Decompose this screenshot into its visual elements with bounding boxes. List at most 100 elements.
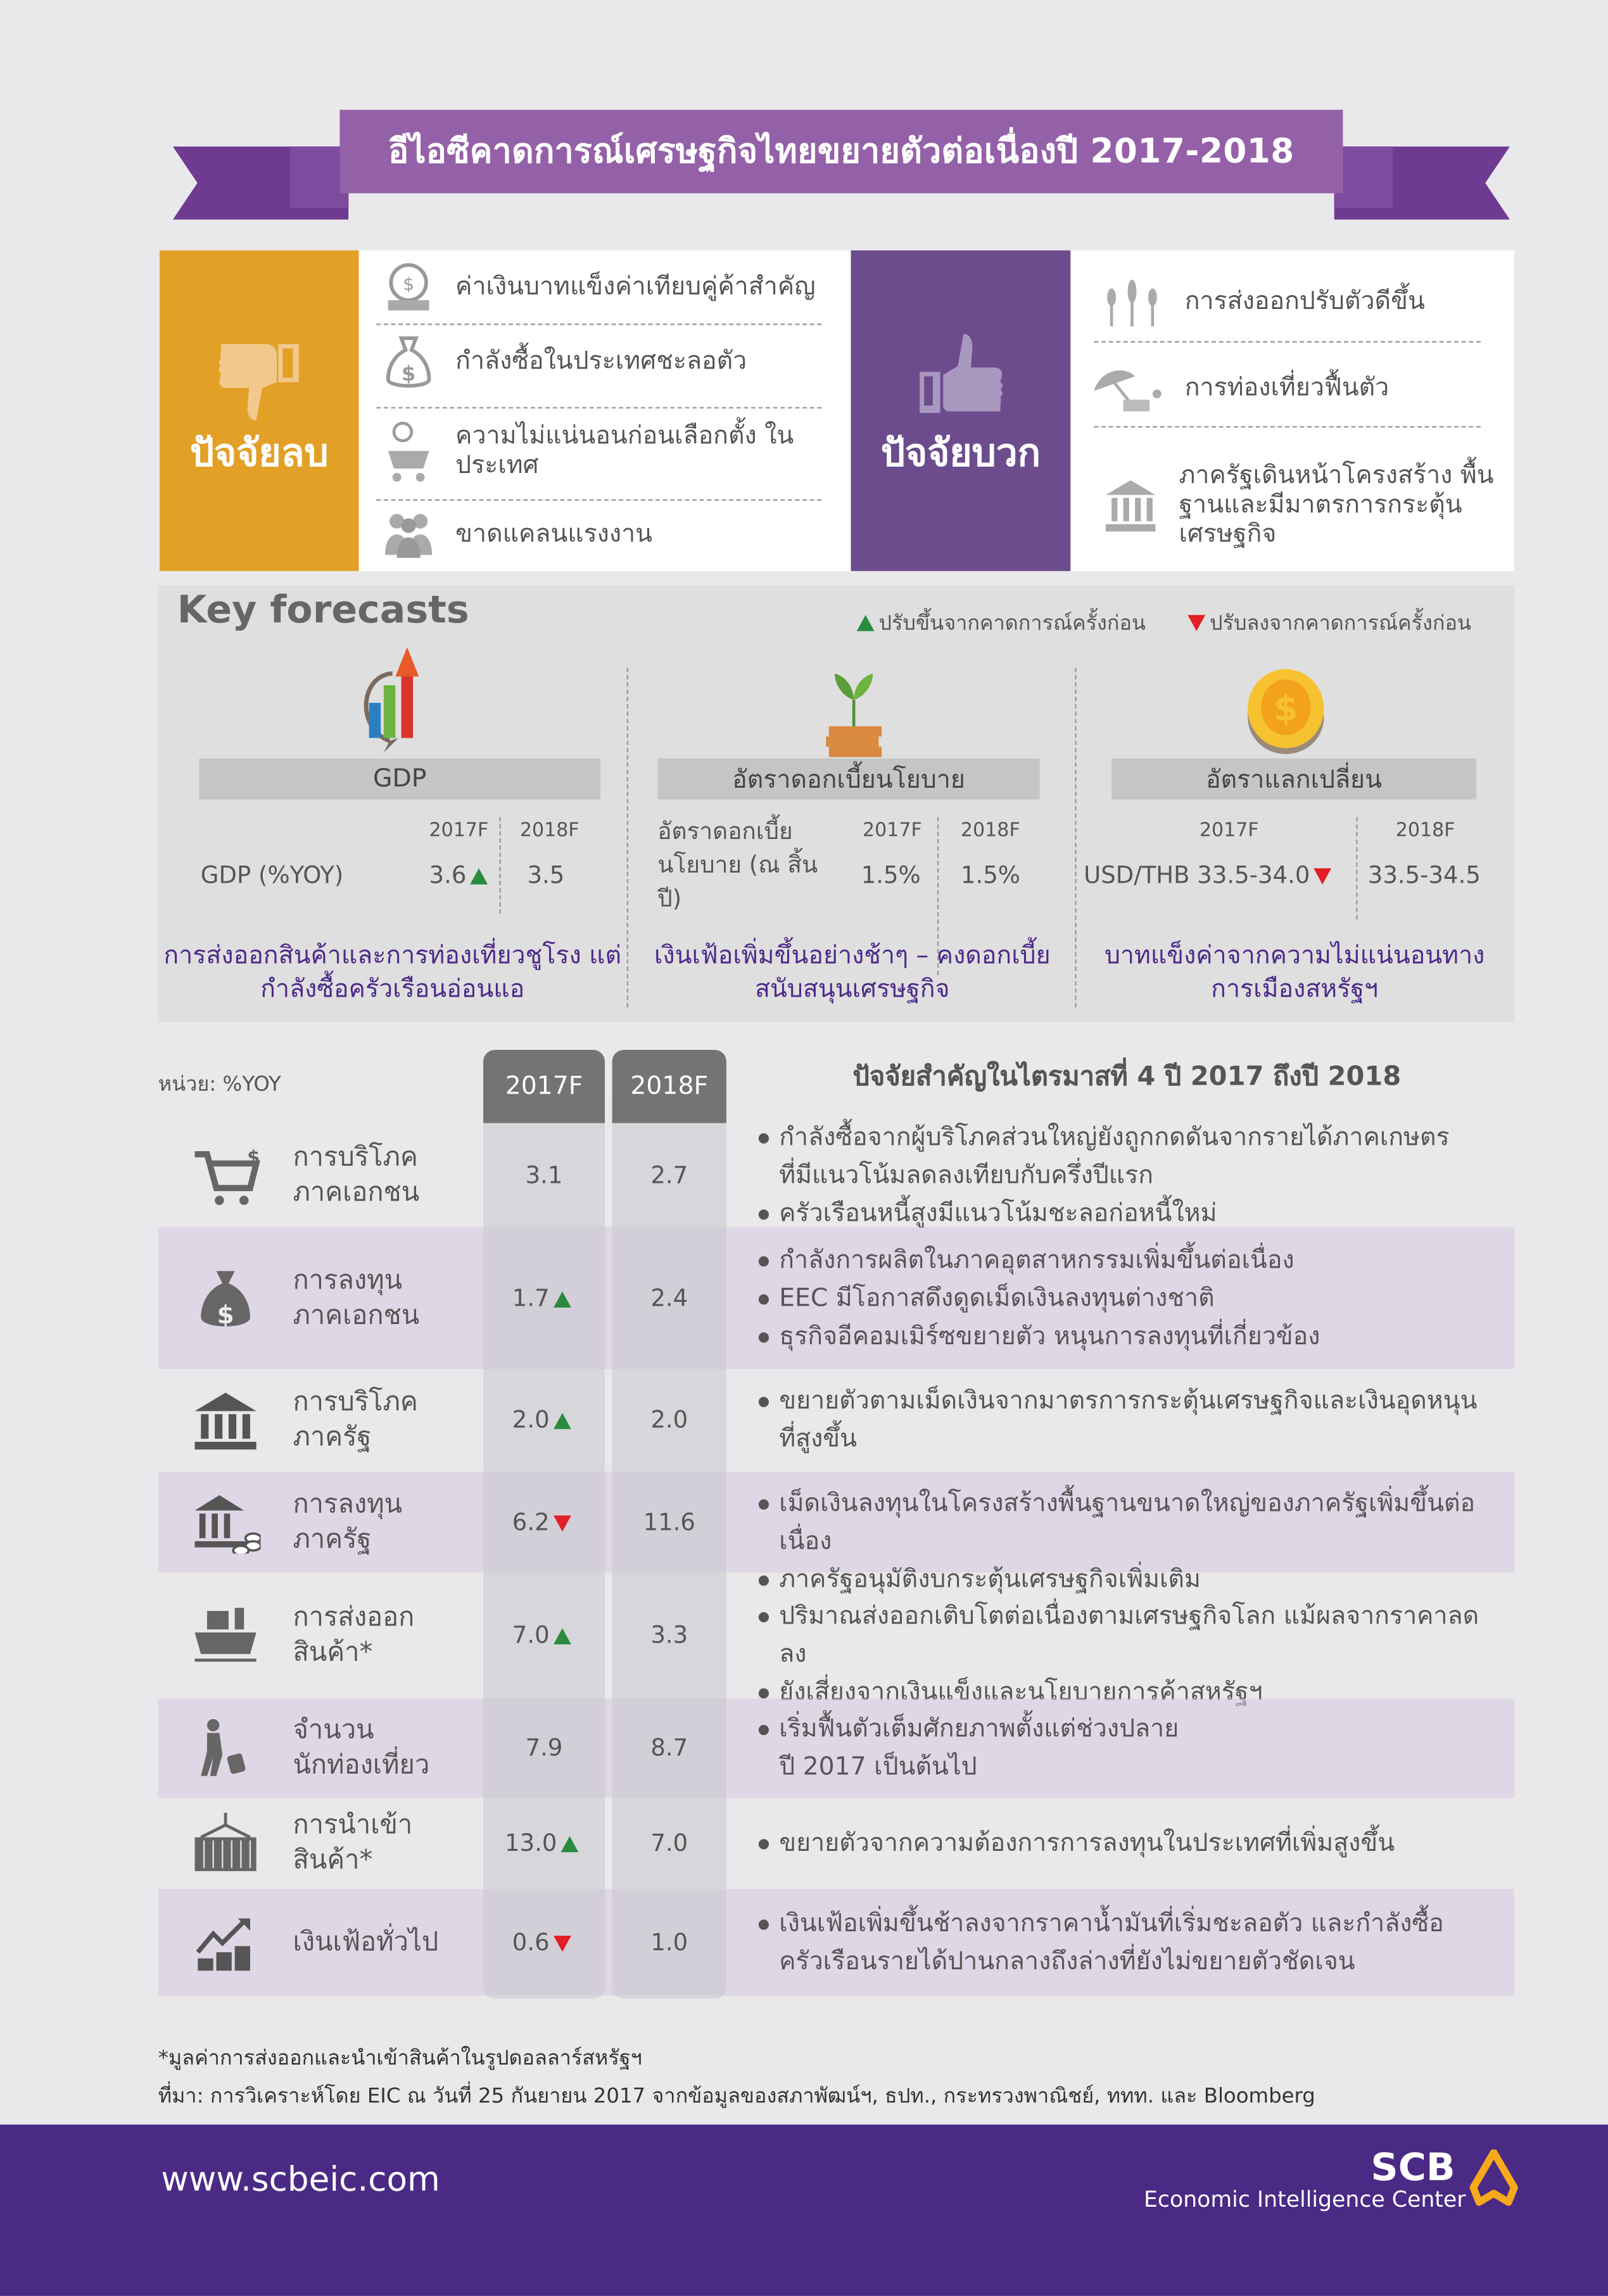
bullet-text: กำลังซื้อจากผู้บริโภคส่วนใหญ่ยังถูกกดดัน…	[756, 1118, 1505, 1156]
svg-text:$: $	[1274, 688, 1298, 729]
value-2018: 11.6	[643, 1507, 695, 1536]
bullet-text: เม็ดเงินลงทุนในโครงสร้างพื้นฐานขนาดใหญ่ข…	[756, 1484, 1505, 1560]
money-bag-icon: $	[386, 336, 431, 388]
negative-factor-text: ความไม่แน่นอนก่อนเลือกตั้ง ในประเทศ	[455, 421, 794, 481]
value-2017: 7.0	[483, 1621, 605, 1649]
bullet-text: ขยายตัวตามเม็ดเงินจากมาตรการกระตุ้นเศรษฐ…	[756, 1382, 1505, 1420]
column-2018-bg	[612, 1083, 726, 1999]
divider	[1094, 341, 1481, 343]
exchange-rate-2017: USD/THB 33.5-34.0	[1084, 861, 1336, 889]
row-label-line: ภาคเอกชน	[293, 1299, 420, 1330]
value-2018: 2.7	[650, 1160, 688, 1189]
website-link[interactable]: www.scbeic.com	[161, 2161, 440, 2200]
value-2017: 7.9	[483, 1734, 605, 1762]
bullet-text: ครัวเรือนหนี้สูงมีแนวโน้มชะลอก่อหนี้ใหม่	[756, 1194, 1505, 1232]
negative-factor-item: ขาดแคลนแรงงาน	[383, 508, 652, 560]
value-2018: 7.0	[650, 1829, 688, 1857]
value-2017: 13.0	[483, 1829, 605, 1857]
value-2017-number: 0.6	[512, 1927, 550, 1956]
row-label-line: สินค้า*	[293, 1637, 373, 1668]
exchange-rate-header: อัตราแลกเปลี่ยน	[1111, 758, 1476, 800]
positive-factor-text: ภาครัฐเดินหน้าโครงสร้าง พื้นฐานและมีมาตร…	[1179, 461, 1494, 550]
currency-globe-icon: $	[388, 263, 429, 311]
divider	[376, 324, 822, 325]
down-triangle-icon	[554, 1934, 572, 1952]
negative-factor-list: $ ค่าเงินบาทแข็งค่าเทียบคู่ค้าสำคัญ $ กำ…	[358, 250, 851, 571]
negative-factor-text: ขาดแคลนแรงงาน	[455, 519, 653, 550]
row-label-line: การส่งออก	[293, 1601, 415, 1633]
row-label-line: การบริโภค	[293, 1386, 418, 1418]
exchange-rate-label: USD/THB	[1084, 861, 1190, 889]
government-building-icon	[191, 1389, 261, 1456]
row-bullets: กำลังการผลิตในภาคอุตสาหกรรมเพิ่มขึ้นต่อเ…	[756, 1241, 1505, 1355]
negative-factor-label: ปัจจัยลบ	[189, 432, 329, 476]
row-bullets: ขยายตัวจากความต้องการการลงทุนในประเทศที่…	[756, 1824, 1505, 1862]
traveler-icon	[191, 1717, 261, 1784]
cart-coins-icon	[388, 421, 429, 482]
money-bag-icon: $	[191, 1267, 261, 1334]
up-triangle-icon	[561, 1836, 579, 1853]
cargo-ship-icon	[191, 1605, 261, 1672]
bullet-text: ธุรกิจอีคอมเมิร์ซขยายตัว หนุนการลงทุนที่…	[756, 1317, 1505, 1355]
fx-year-2017: 2017F	[1199, 819, 1259, 842]
footnote: *มูลค่าการส่งออกและนำเข้าสินค้าในรูปดอลล…	[158, 2047, 642, 2071]
row-label-line: การบริโภค	[293, 1141, 418, 1173]
brand-name: SCB	[1371, 2146, 1455, 2191]
bullet-text: ปี 2017 เป็นต้นไป	[779, 1752, 977, 1782]
up-triangle-icon	[554, 1413, 572, 1429]
value-2017-number: 3.1	[525, 1160, 563, 1189]
plant-coins-icon	[826, 673, 882, 757]
table-row: $ การลงทุน ภาคเอกชน กำลังการผลิตในภาคอุตสาห…	[158, 1227, 1515, 1370]
bullet-text: ครัวเรือนรายได้ปานกลางถึงล่างที่ยังไม่ขย…	[779, 1946, 1355, 1976]
row-label-line: จำนวน	[293, 1714, 374, 1746]
gold-coin-icon: $	[1248, 669, 1324, 754]
policy-rate-label: อัตราดอกเบี้ย นโยบาย (ณ สิ้นปี)	[657, 817, 818, 912]
divider	[1075, 667, 1077, 1007]
down-triangle-icon	[1187, 615, 1206, 631]
svg-text:$: $	[402, 362, 416, 386]
bullet-text: ที่มีแนวโน้มลดลงเทียบกับครึ่งปีแรก	[779, 1160, 1154, 1190]
column-2017-bg	[483, 1083, 605, 1999]
exchange-rate-2017-value: 33.5-34.0	[1197, 861, 1310, 889]
bullet-text: เงินเฟ้อเพิ่มขึ้นช้าลงจากราคาน้ำมันที่เร…	[756, 1904, 1505, 1942]
legend-up-text: ปรับขึ้นจากคาดการณ์ครั้งก่อน	[878, 612, 1146, 636]
negative-factor-item: ความไม่แน่นอนก่อนเลือกตั้ง ในประเทศ	[383, 417, 822, 484]
row-label-line: นักท่องเที่ยว	[293, 1750, 430, 1781]
thumbs-down-icon	[218, 344, 299, 420]
positive-factor-label: ปัจจัยบวก	[880, 432, 1041, 476]
bullet-text: เริ่มฟื้นตัวเต็มศักยภาพตั้งแต่ช่วงปลาย	[756, 1710, 1505, 1748]
value-2017-number: 13.0	[505, 1829, 557, 1857]
svg-text:$: $	[217, 1301, 234, 1329]
government-building-coins-icon	[191, 1491, 262, 1558]
divider	[937, 817, 939, 976]
up-triangle-icon	[554, 1628, 572, 1644]
bullet-text: ขยายตัวจากความต้องการการลงทุนในประเทศที่…	[756, 1824, 1505, 1862]
row-label-line: การนำเข้า	[293, 1810, 413, 1841]
negative-factor-item: $ ค่าเงินบาทแข็งค่าเทียบคู่ค้าสำคัญ	[383, 262, 816, 312]
policy-rate-2018-value: 1.5%	[960, 861, 1020, 889]
source-note: ที่มา: การวิเคราะห์โดย EIC ณ วันที่ 25 ก…	[158, 2085, 1315, 2109]
row-bullets: เม็ดเงินลงทุนในโครงสร้างพื้นฐานขนาดใหญ่ข…	[756, 1484, 1505, 1598]
column-header-2018: 2018F	[612, 1049, 726, 1123]
shopping-cart-icon: $	[191, 1144, 261, 1211]
row-label: การลงทุน ภาครัฐ	[293, 1487, 402, 1557]
row-label-line: ภาครัฐ	[293, 1422, 372, 1453]
positive-factor-item: ภาครัฐเดินหน้าโครงสร้าง พื้นฐานและมีมาตร…	[1103, 455, 1498, 555]
row-label-line: เงินเฟ้อทั่วไป	[293, 1926, 439, 1957]
value-2017-number: 7.0	[512, 1620, 550, 1649]
svg-text:$: $	[247, 1145, 260, 1167]
value-2018: 3.3	[650, 1620, 688, 1649]
positive-factor-item: การท่องเที่ยวฟื้นตัว	[1091, 359, 1389, 417]
table-row: เงินเฟ้อทั่วไป เงินเฟ้อเพิ่มขึ้นช้าลงจากร…	[158, 1888, 1515, 1996]
bullet-text: ที่สูงขึ้น	[779, 1424, 858, 1454]
gdp-note: การส่งออกสินค้าและการท่องเที่ยวชูโรง แต่…	[163, 941, 622, 1005]
bullet-text: ปริมาณส่งออกเติบโตต่อเนื่องตามเศรษฐกิจโล…	[756, 1598, 1505, 1674]
gdp-2018-value: 3.5	[527, 861, 565, 889]
gdp-header: GDP	[199, 758, 601, 800]
divider	[626, 667, 629, 1007]
positive-factor-list: การส่งออกปรับตัวดีขึ้น การท่องเที่ยวฟื้น…	[1070, 250, 1515, 571]
value-2017-number: 7.9	[525, 1733, 563, 1762]
positive-factor-block: ปัจจัยบวก	[851, 250, 1071, 571]
negative-factor-text: ค่าเงินบาทแข็งค่าเทียบคู่ค้าสำคัญ	[455, 272, 816, 302]
table-row: การส่งออกสินค้า* ปริมาณส่งออกเติบโตต่อเนื…	[158, 1573, 1514, 1707]
